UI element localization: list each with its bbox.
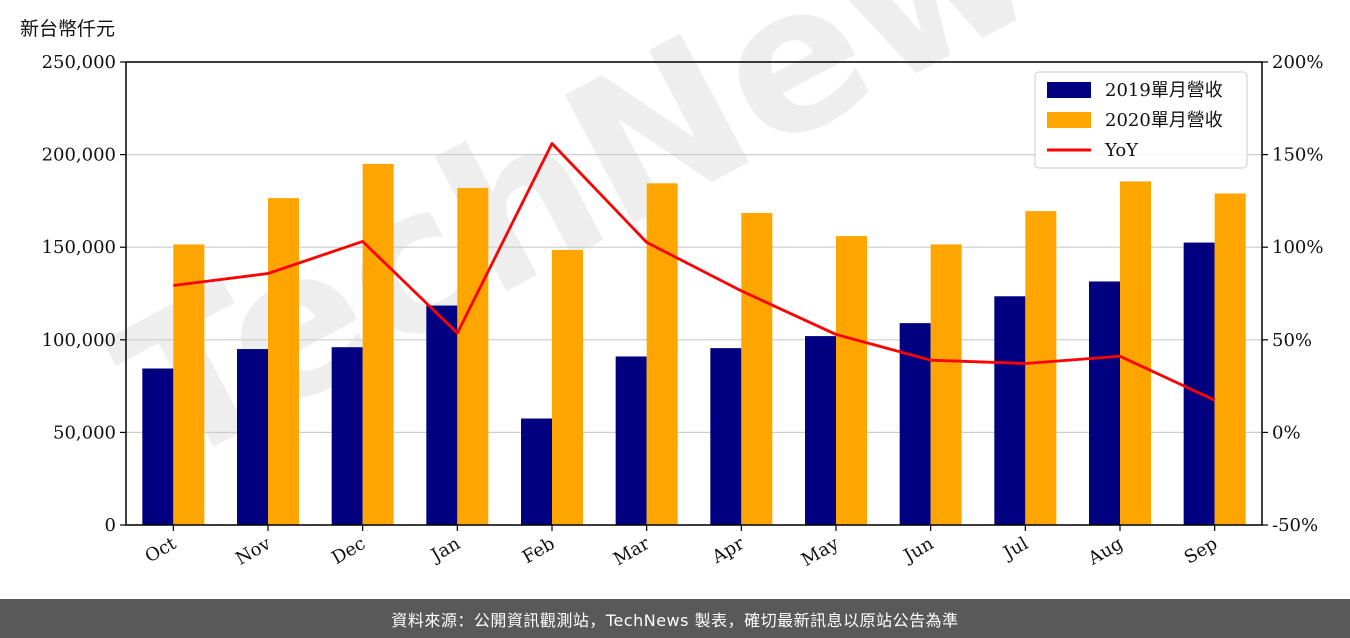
bar-2019-sep xyxy=(1183,242,1215,525)
source-footer: 資料來源：公開資訊觀測站，TechNews 製表，確切最新訊息以原站公告為準 xyxy=(0,599,1350,638)
x-tick-label-dec: Dec xyxy=(328,533,369,569)
x-tick-label-feb: Feb xyxy=(519,533,559,568)
x-tick-label-oct: Oct xyxy=(142,533,181,568)
x-tick-label-apr: Apr xyxy=(708,533,748,568)
bar-2020-nov xyxy=(268,198,299,525)
x-tick-label-mar: Mar xyxy=(610,533,654,570)
legend-2020-label: 2020單月營收 xyxy=(1105,110,1223,131)
x-tick-label-jul: Jul xyxy=(998,533,1032,565)
bar-2020-aug xyxy=(1120,181,1151,526)
bar-2019-feb xyxy=(521,418,552,525)
right-tick-label: 0% xyxy=(1272,422,1301,443)
bar-2019-jan xyxy=(426,305,458,525)
bar-2019-dec xyxy=(331,347,363,525)
right-tick-label: 100% xyxy=(1272,237,1323,258)
revenue-chart: TechNews 050,000100,000150,000200,000250… xyxy=(42,0,1324,571)
legend-2019-label: 2019單月營收 xyxy=(1105,80,1223,101)
plot-frame xyxy=(125,61,1263,526)
bar-2020-oct xyxy=(173,244,205,525)
bar-2020-sep xyxy=(1214,193,1246,525)
left-tick-label: 150,000 xyxy=(42,237,116,258)
bars xyxy=(142,163,1246,526)
right-tick-label: -50% xyxy=(1272,515,1318,536)
bar-2019-may xyxy=(805,336,836,525)
yoy-line xyxy=(173,142,1216,402)
bar-2020-mar xyxy=(646,183,678,525)
right-tick-label: 200% xyxy=(1272,52,1323,73)
legend-2020-swatch xyxy=(1047,112,1091,128)
bar-2019-nov xyxy=(237,349,268,525)
x-tick-label-may: May xyxy=(798,533,843,571)
bar-2020-dec xyxy=(362,163,394,526)
bar-2020-jul xyxy=(1025,211,1057,525)
left-tick-label: 200,000 xyxy=(42,145,116,166)
bar-2020-may xyxy=(836,236,867,525)
bar-2020-apr xyxy=(741,212,773,526)
bar-2020-jan xyxy=(457,187,489,525)
left-tick-label: 50,000 xyxy=(53,422,116,443)
right-tick-label: 150% xyxy=(1272,145,1323,166)
right-tick-label: 50% xyxy=(1272,330,1312,351)
legend: 2019單月營收 2020單月營收 YoY xyxy=(1034,71,1248,169)
bar-2019-oct xyxy=(142,368,174,525)
left-tick-label: 250,000 xyxy=(42,52,116,73)
bar-2020-jun xyxy=(930,244,962,525)
bar-2019-aug xyxy=(1089,281,1120,525)
x-tick-label-sep: Sep xyxy=(1181,533,1221,568)
y-axis-unit-label: 新台幣仟元 xyxy=(20,18,116,40)
x-tick-label-jun: Jun xyxy=(899,533,938,568)
bar-2019-mar xyxy=(615,356,647,525)
x-tick-label-jan: Jan xyxy=(426,533,464,567)
bar-2019-jul xyxy=(994,296,1026,525)
yoy-line-layer xyxy=(173,142,1216,402)
left-tick-label: 100,000 xyxy=(42,330,116,351)
x-tick-label-nov: Nov xyxy=(232,533,275,570)
left-tick-label: 0 xyxy=(105,515,116,536)
legend-2019-swatch xyxy=(1047,82,1091,98)
bar-2020-feb xyxy=(552,249,583,525)
legend-yoy-label: YoY xyxy=(1104,140,1139,161)
bar-2019-apr xyxy=(710,348,742,525)
x-tick-label-aug: Aug xyxy=(1084,533,1127,570)
